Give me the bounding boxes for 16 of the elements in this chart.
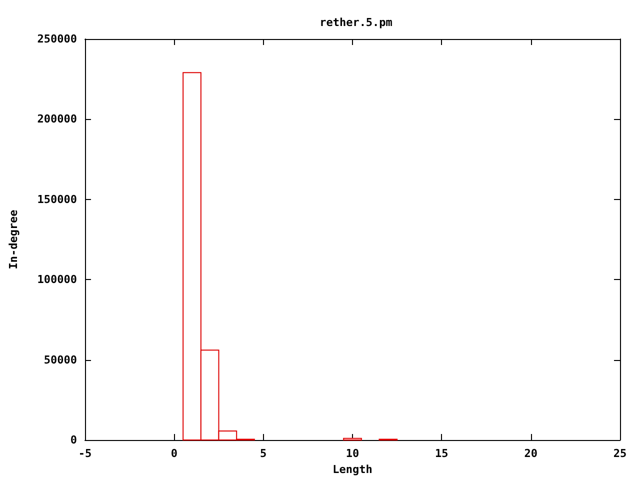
y-tick-label: 50000 xyxy=(44,353,77,366)
y-axis-title: In-degree xyxy=(7,209,20,270)
y-tick-label: 0 xyxy=(70,434,77,446)
x-tick-label: 15 xyxy=(435,447,448,460)
x-tick-label: 0 xyxy=(170,447,178,460)
y-tick-label: 200000 xyxy=(37,112,77,126)
y-tick-label: 250000 xyxy=(37,32,77,46)
x-tick-label: 25 xyxy=(613,447,627,460)
chart-title: rether.5.pm xyxy=(320,16,393,29)
x-tick-label: 20 xyxy=(524,447,538,460)
x-tick-label: 10 xyxy=(346,447,360,460)
x-axis-title: Length xyxy=(332,462,372,476)
x-tick-label: -5 xyxy=(78,447,92,460)
y-tick-label: 100000 xyxy=(37,273,77,286)
x-tick-label: 5 xyxy=(260,447,267,460)
y-tick-label: 150000 xyxy=(37,192,77,206)
